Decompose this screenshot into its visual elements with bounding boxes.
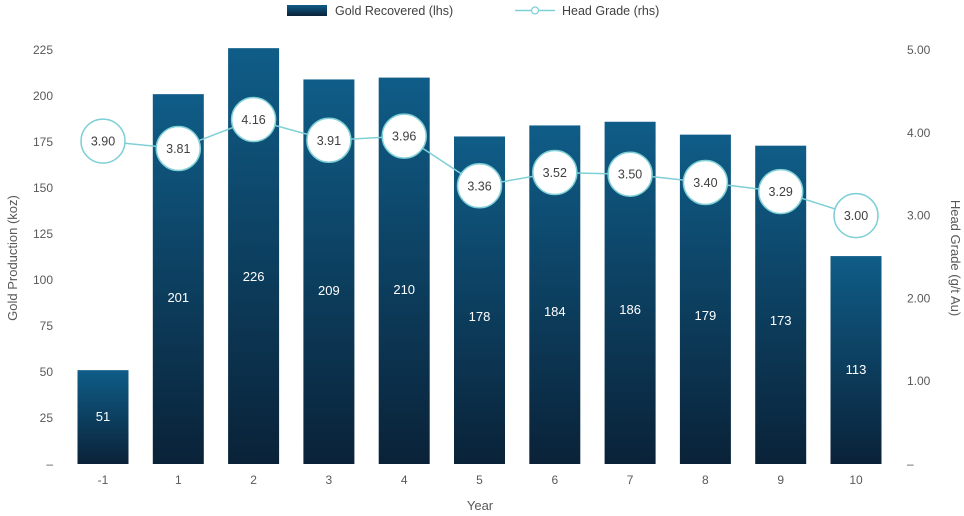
x-tick-label: 5	[476, 473, 483, 487]
head-grade-marker	[607, 151, 653, 197]
head-grade-marker	[381, 113, 427, 159]
bar	[77, 370, 129, 464]
bar-value-label: 173	[770, 313, 792, 328]
x-tick-label: 9	[777, 473, 784, 487]
head-grade-marker	[80, 118, 126, 164]
legend-marker-head-grade	[530, 6, 540, 15]
y-tick-label: 75	[40, 319, 54, 333]
head-grade-value-label: 3.52	[543, 166, 567, 180]
head-grade-marker	[833, 192, 879, 239]
bar	[830, 256, 882, 464]
legend-label-head-grade: Head Grade (rhs)	[562, 4, 659, 18]
bar-value-label: 178	[469, 309, 491, 324]
x-tick-label: 2	[250, 473, 257, 487]
legend-label-gold-recovered: Gold Recovered (lhs)	[335, 4, 453, 18]
bar-value-label: 201	[167, 290, 189, 305]
y-tick-label: 225	[33, 43, 53, 57]
head-grade-value-label: 3.91	[317, 134, 341, 148]
head-grade-marker	[757, 168, 804, 215]
bar-value-label: 186	[619, 302, 641, 317]
left-axis-ticks: – 25 50 75 100 125 150 175 200 225	[33, 43, 53, 471]
head-grade-marker	[456, 163, 503, 209]
head-grade-marker	[230, 96, 277, 143]
y-tick-label: 175	[33, 135, 53, 149]
x-tick-label: 8	[702, 473, 709, 487]
head-grade-value-label: 3.40	[693, 176, 717, 190]
right-axis-ticks: – 1.00 2.00 3.00 4.00 5.00	[907, 43, 931, 471]
bar-value-label: 113	[846, 362, 867, 377]
head-grade-value-label: 3.96	[392, 130, 416, 144]
x-tick-label: 3	[326, 473, 333, 487]
y-tick-label: 200	[33, 89, 53, 103]
head-grade-marker	[532, 149, 578, 196]
legend-swatch-gold-recovered	[287, 5, 327, 16]
x-tick-label: 1	[175, 473, 182, 487]
y-tick-label: 100	[33, 273, 53, 287]
bars	[77, 48, 882, 465]
y-tick-label: –	[46, 457, 53, 471]
head-grade-value-label: 3.81	[166, 142, 190, 156]
head-grade-value-label: 3.90	[91, 135, 115, 149]
y-tick-label: 50	[40, 365, 54, 379]
head-grade-value-label: 4.16	[241, 113, 265, 127]
x-tick-label: 6	[551, 473, 558, 487]
y2-tick-label: 1.00	[907, 374, 931, 388]
x-tick-label: 4	[401, 473, 408, 487]
bar-labels: 51 201 226 209 210 178 184 186 179 173 113	[96, 269, 867, 424]
head-grade-marker	[682, 159, 729, 206]
y2-axis-title: Head Grade (g/t Au)	[948, 200, 963, 316]
y-axis-title: Gold Production (koz)	[5, 195, 20, 321]
y-tick-label: 25	[40, 411, 54, 425]
y2-tick-label: –	[907, 457, 914, 471]
bar-value-label: 179	[695, 308, 717, 323]
bar-value-label: 209	[318, 283, 340, 298]
head-grade-marker	[306, 117, 352, 164]
y2-tick-label: 3.00	[907, 209, 931, 223]
bar-value-label: 184	[544, 304, 566, 319]
x-tick-label: -1	[98, 473, 109, 487]
y2-tick-label: 4.00	[907, 126, 931, 140]
bar-value-label: 51	[96, 409, 110, 424]
y-tick-label: 150	[33, 181, 53, 195]
bar-value-label: 210	[393, 282, 415, 297]
head-grade-value-label: 3.29	[769, 185, 793, 199]
legend: Gold Recovered (lhs) Head Grade (rhs)	[287, 4, 659, 18]
y2-tick-label: 2.00	[907, 291, 931, 305]
x-axis-title: Year	[467, 498, 494, 513]
bar-value-label: 226	[243, 269, 265, 284]
x-tick-label: 7	[627, 473, 634, 487]
head-grade-series: 3.90 3.81 4.16 3.91 3.96 3.36 3.52 3.50 3.40 3.29…	[80, 96, 879, 239]
y-tick-label: 125	[33, 227, 53, 241]
head-grade-value-label: 3.00	[844, 209, 868, 223]
head-grade-value-label: 3.50	[618, 168, 642, 182]
head-grade-value-label: 3.36	[467, 179, 491, 193]
y2-tick-label: 5.00	[907, 43, 931, 57]
x-tick-label: 10	[849, 473, 863, 487]
x-axis-ticks: -1 1 2 3 4 5 6 7 8 9 10	[98, 473, 863, 487]
head-grade-marker	[155, 125, 202, 172]
